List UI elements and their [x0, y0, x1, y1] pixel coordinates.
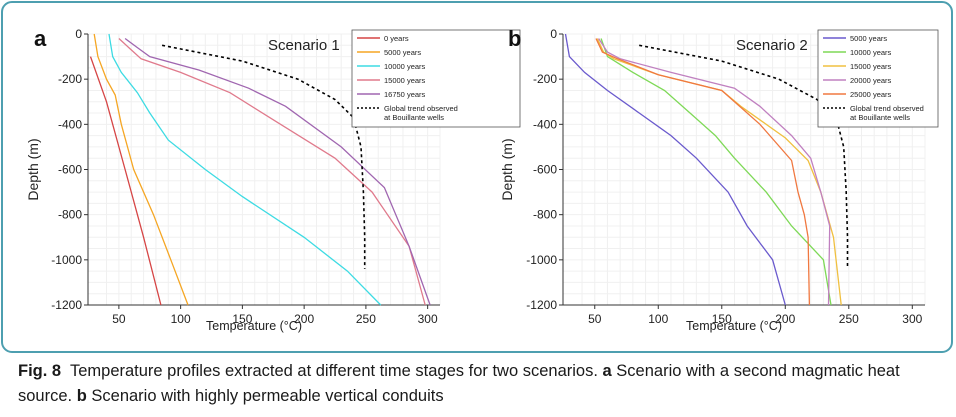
x-tick-label: 150	[712, 312, 732, 326]
y-tick-label: 0	[75, 27, 82, 41]
y-axis-label: Depth (m)	[25, 138, 41, 200]
legend-label-5: 16750 years	[384, 90, 426, 99]
panel-label: a	[34, 26, 47, 51]
legend-label-4: 20000 years	[850, 76, 892, 85]
y-tick-label: -1000	[526, 253, 557, 267]
y-tick-label: -600	[533, 163, 557, 177]
y-tick-label: -1200	[51, 298, 82, 312]
series-line-2	[600, 38, 832, 306]
caption-part-b-text: Scenario with highly permeable vertical …	[91, 387, 444, 405]
figure-label: Fig. 8	[18, 362, 62, 380]
y-tick-label: -1200	[526, 298, 557, 312]
legend-label-line-2: at Bouillante wells	[384, 113, 444, 122]
panel-label: b	[508, 26, 521, 51]
x-tick-label: 100	[171, 312, 191, 326]
legend-label-5: 25000 years	[850, 90, 892, 99]
figure-caption: Fig. 8 Temperature profiles extracted at…	[18, 359, 943, 409]
legend-label-1: 5000 years	[850, 34, 887, 43]
series-line-1	[564, 33, 786, 306]
legend-label-3: 10000 years	[384, 62, 426, 71]
y-tick-label: -400	[533, 117, 557, 131]
chart-title: Scenario 1	[268, 37, 340, 54]
chart-scenario-1: 0 -200 -400 -600 -800 -1000 -1200 50 100 150 200 25…	[25, 26, 521, 333]
y-tick-label: -600	[58, 163, 82, 177]
x-axis-label: Temperature (°C)	[206, 319, 302, 333]
x-tick-label: 50	[588, 312, 602, 326]
series-line-5	[124, 37, 431, 306]
series-line-6	[161, 44, 366, 269]
y-tick-label: -800	[533, 208, 557, 222]
legend-label-line-1: Global trend observed	[850, 104, 924, 113]
legend-box	[817, 29, 939, 128]
y-tick-label: -1000	[51, 253, 82, 267]
series-line-3	[108, 33, 382, 306]
y-tick-label: 0	[550, 27, 557, 41]
legend-label-3: 15000 years	[850, 62, 892, 71]
x-tick-label: 200	[294, 312, 314, 326]
series-line-5	[595, 38, 811, 306]
x-axis-label: Temperature (°C)	[686, 319, 782, 333]
x-tick-label: 300	[902, 312, 922, 326]
series-line-6	[639, 44, 849, 269]
caption-part-b-label: b	[76, 387, 87, 405]
x-tick-label: 250	[356, 312, 376, 326]
figure-border	[1, 1, 953, 353]
caption-main: Temperature profiles extracted at differ…	[69, 362, 598, 380]
series-line-4	[598, 38, 831, 306]
caption-part-a-label: a	[602, 362, 612, 380]
y-tick-label: -800	[58, 208, 82, 222]
y-tick-label: -200	[533, 72, 557, 86]
x-tick-label: 100	[648, 312, 668, 326]
series-line-1	[89, 56, 162, 306]
chart-scenario-2: 0 -200 -400 -600 -800 -1000 -1200 50 100 150 200 25…	[499, 26, 939, 333]
legend-label-6: Global trend observed at Bouillante wells	[384, 104, 458, 122]
legend-label-4: 15000 years	[384, 76, 426, 85]
legend-label-1: 0 years	[384, 34, 409, 43]
caption-part-a-text: Scenario with a second magmatic heat sou…	[18, 362, 900, 405]
y-tick-label: -200	[58, 72, 82, 86]
y-tick-label: -400	[58, 117, 82, 131]
x-tick-label: 200	[775, 312, 795, 326]
legend-label-2: 10000 years	[850, 48, 892, 57]
x-tick-label: 150	[232, 312, 252, 326]
x-tick-label: 50	[112, 312, 126, 326]
legend-label-line-1: Global trend observed	[384, 104, 458, 113]
x-tick-label: 250	[839, 312, 859, 326]
chart-title: Scenario 2	[736, 37, 808, 54]
legend-label-2: 5000 years	[384, 48, 421, 57]
legend-box	[351, 29, 521, 128]
series-line-2	[93, 33, 189, 306]
gridlines	[88, 33, 441, 306]
legend-label-6: Global trend observed at Bouillante wells	[850, 104, 924, 122]
x-tick-label: 300	[418, 312, 438, 326]
y-axis-label: Depth (m)	[499, 138, 515, 200]
legend: 0 years 5000 years 10000 years 15000 years 1…	[351, 29, 521, 128]
legend: 5000 years 10000 years 15000 years 20000 ye…	[817, 29, 939, 128]
legend-label-line-2: at Bouillante wells	[850, 113, 910, 122]
series-line-4	[118, 38, 426, 306]
